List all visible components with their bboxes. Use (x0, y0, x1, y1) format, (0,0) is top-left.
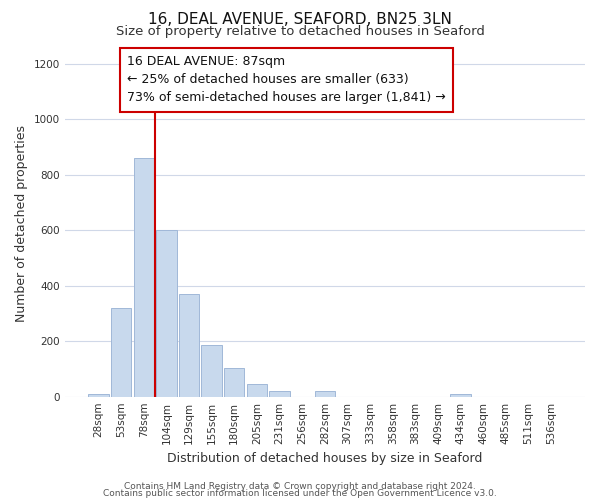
Bar (247, 384, 267, 396)
Bar (314, 391, 335, 396)
Bar (134, 158, 154, 396)
Bar (451, 394, 471, 396)
Text: Contains public sector information licensed under the Open Government Licence v3: Contains public sector information licen… (103, 490, 497, 498)
Y-axis label: Number of detached properties: Number of detached properties (15, 125, 28, 322)
X-axis label: Distribution of detached houses by size in Seaford: Distribution of detached houses by size … (167, 452, 482, 465)
Bar (156, 230, 176, 396)
Text: 16, DEAL AVENUE, SEAFORD, BN25 3LN: 16, DEAL AVENUE, SEAFORD, BN25 3LN (148, 12, 452, 28)
Bar (88, 394, 109, 396)
Text: Contains HM Land Registry data © Crown copyright and database right 2024.: Contains HM Land Registry data © Crown c… (124, 482, 476, 491)
Bar (111, 308, 131, 396)
Text: 16 DEAL AVENUE: 87sqm
← 25% of detached houses are smaller (633)
73% of semi-det: 16 DEAL AVENUE: 87sqm ← 25% of detached … (127, 55, 446, 104)
Bar (179, 294, 199, 396)
Text: Size of property relative to detached houses in Seaford: Size of property relative to detached ho… (116, 25, 484, 38)
Bar (202, 346, 222, 397)
Bar (269, 391, 290, 396)
Bar (224, 368, 244, 396)
